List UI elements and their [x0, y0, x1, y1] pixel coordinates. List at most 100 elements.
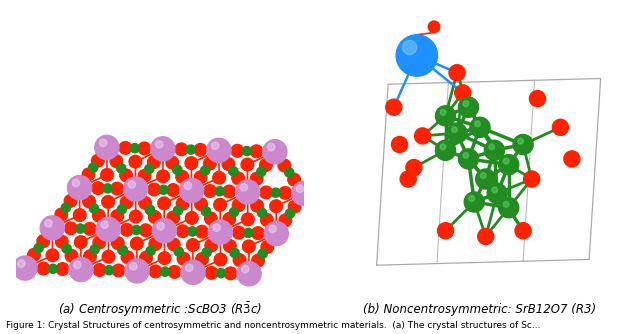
Circle shape — [499, 155, 519, 175]
Circle shape — [161, 267, 170, 276]
Circle shape — [117, 205, 127, 214]
Circle shape — [61, 203, 70, 212]
Circle shape — [149, 238, 162, 250]
Circle shape — [131, 144, 140, 153]
Circle shape — [186, 264, 193, 272]
Circle shape — [204, 185, 216, 197]
Circle shape — [167, 184, 179, 196]
Circle shape — [17, 260, 25, 267]
Circle shape — [125, 259, 149, 283]
Circle shape — [529, 91, 545, 107]
Circle shape — [151, 137, 175, 161]
Circle shape — [470, 117, 490, 137]
Circle shape — [93, 209, 105, 222]
Circle shape — [56, 235, 68, 248]
Circle shape — [45, 219, 52, 227]
Circle shape — [552, 119, 568, 135]
Circle shape — [167, 211, 180, 224]
Circle shape — [180, 178, 204, 203]
Circle shape — [186, 145, 195, 154]
Circle shape — [37, 262, 50, 275]
Circle shape — [102, 195, 115, 208]
Circle shape — [396, 35, 438, 76]
Circle shape — [241, 158, 253, 171]
Circle shape — [157, 170, 170, 183]
Circle shape — [449, 65, 465, 81]
Circle shape — [244, 228, 253, 237]
Circle shape — [463, 153, 468, 158]
Circle shape — [185, 157, 198, 169]
Circle shape — [263, 140, 287, 164]
Circle shape — [119, 142, 132, 154]
Circle shape — [156, 141, 163, 148]
Circle shape — [111, 237, 124, 249]
Circle shape — [111, 182, 124, 195]
Circle shape — [112, 264, 125, 277]
Circle shape — [257, 208, 267, 217]
Text: (b) Noncentrosymmetric: SrB12O7 (R3): (b) Noncentrosymmetric: SrB12O7 (R3) — [364, 304, 596, 316]
Circle shape — [513, 135, 533, 155]
Circle shape — [518, 138, 524, 144]
Circle shape — [102, 250, 115, 263]
Circle shape — [468, 196, 474, 201]
Circle shape — [524, 171, 540, 187]
Circle shape — [65, 222, 77, 235]
Circle shape — [392, 137, 408, 153]
Circle shape — [195, 171, 207, 184]
Circle shape — [83, 222, 96, 235]
Circle shape — [65, 249, 78, 262]
Circle shape — [205, 239, 218, 252]
Circle shape — [463, 101, 468, 107]
Circle shape — [243, 146, 252, 156]
Circle shape — [279, 214, 292, 227]
Circle shape — [476, 169, 496, 189]
Circle shape — [55, 208, 68, 221]
Circle shape — [181, 260, 205, 285]
Circle shape — [184, 182, 191, 190]
Circle shape — [120, 169, 132, 182]
Circle shape — [205, 267, 218, 279]
Circle shape — [37, 235, 49, 247]
Circle shape — [84, 250, 97, 263]
Circle shape — [403, 40, 417, 55]
Circle shape — [67, 176, 92, 200]
Circle shape — [268, 143, 275, 151]
Circle shape — [145, 205, 154, 214]
Circle shape — [93, 236, 106, 249]
Circle shape — [474, 121, 480, 127]
Circle shape — [145, 205, 154, 214]
Circle shape — [223, 239, 236, 252]
Circle shape — [158, 197, 170, 210]
Circle shape — [484, 140, 504, 160]
Circle shape — [208, 220, 232, 244]
Circle shape — [120, 196, 133, 209]
Circle shape — [489, 144, 495, 150]
Circle shape — [138, 142, 150, 155]
Circle shape — [74, 209, 86, 221]
Circle shape — [92, 154, 104, 167]
Circle shape — [252, 227, 264, 239]
Circle shape — [177, 252, 190, 265]
Circle shape — [159, 185, 168, 194]
Circle shape — [241, 266, 249, 273]
Circle shape — [447, 123, 467, 143]
Circle shape — [64, 195, 77, 207]
Circle shape — [228, 167, 238, 176]
Circle shape — [205, 212, 217, 225]
Circle shape — [111, 210, 124, 222]
Circle shape — [288, 200, 301, 213]
Circle shape — [152, 219, 177, 243]
Circle shape — [250, 172, 263, 185]
Circle shape — [435, 106, 456, 126]
Circle shape — [435, 140, 456, 160]
Circle shape — [207, 138, 231, 162]
Circle shape — [428, 21, 440, 32]
Circle shape — [158, 252, 171, 265]
Circle shape — [62, 244, 71, 253]
Circle shape — [296, 185, 303, 192]
Circle shape — [260, 213, 273, 226]
Circle shape — [176, 197, 189, 210]
Circle shape — [186, 212, 198, 224]
Circle shape — [118, 245, 127, 255]
Circle shape — [157, 222, 164, 230]
